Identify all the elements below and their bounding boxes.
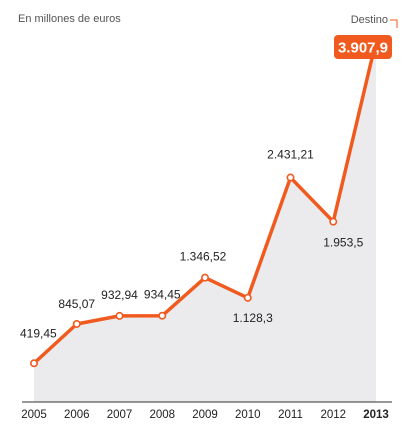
value-label-2008: 934,45	[144, 288, 181, 302]
highlight-tag-label: Destino	[351, 14, 388, 26]
area-fill	[34, 41, 376, 402]
value-label-2006: 845,07	[58, 297, 95, 311]
x-tick-2010: 2010	[235, 409, 261, 421]
data-point-2009	[201, 273, 210, 282]
x-tick-2006: 2006	[64, 409, 90, 421]
highlight-badge	[334, 35, 392, 59]
data-point-2012	[329, 217, 338, 226]
highlight-connector	[390, 19, 398, 28]
value-label-2012: 1.953,5	[323, 236, 363, 250]
value-label-2007: 932,94	[101, 288, 138, 302]
data-point-2005	[29, 359, 38, 368]
value-label-2009: 1.346,52	[180, 250, 227, 264]
data-point-2008	[158, 311, 167, 320]
x-tick-2007: 2007	[107, 409, 133, 421]
x-tick-2012: 2012	[320, 409, 346, 421]
data-point-2006	[72, 319, 81, 328]
x-tick-2005: 2005	[21, 409, 47, 421]
x-tick-2013: 2013	[363, 409, 389, 421]
data-point-2011	[286, 173, 295, 182]
unit-label: En millones de euros	[18, 13, 121, 25]
value-label-2005: 419,45	[20, 326, 57, 340]
highlight-value: 3.907,9	[338, 40, 388, 57]
data-point-2010	[243, 293, 252, 302]
x-tick-2008: 2008	[149, 409, 175, 421]
x-tick-2011: 2011	[278, 409, 303, 421]
value-label-2010: 1.128,3	[233, 311, 273, 325]
data-point-2007	[115, 311, 124, 320]
value-label-2011: 2.431,21	[267, 148, 314, 162]
x-tick-2009: 2009	[192, 409, 218, 421]
